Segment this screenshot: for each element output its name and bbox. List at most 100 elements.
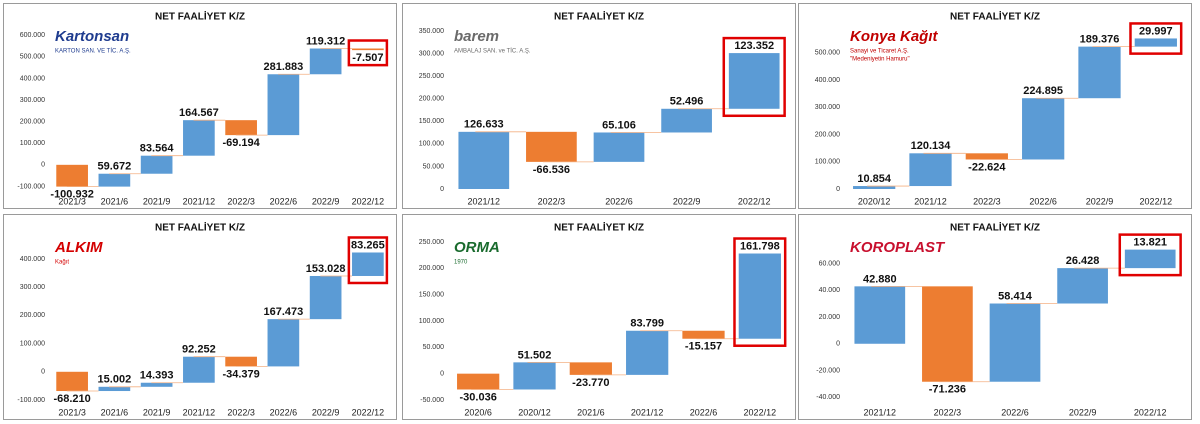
logo-text: ORMA (454, 239, 500, 256)
x-tick-label: 2022/6 (1001, 407, 1029, 417)
value-label: 26.428 (1066, 255, 1100, 267)
bar (309, 275, 342, 320)
x-tick-label: 2022/3 (227, 196, 255, 206)
y-tick-label: 300.000 (815, 104, 840, 111)
bar (225, 120, 257, 136)
y-tick-label: 100.000 (815, 159, 840, 166)
value-label: 52.496 (670, 96, 704, 108)
bar (56, 164, 88, 187)
x-tick-label: 2021/6 (101, 407, 129, 417)
bar (661, 108, 712, 133)
y-tick-label: 200.000 (815, 131, 840, 138)
panel-border (402, 3, 796, 209)
panel-border (3, 214, 397, 420)
y-tick-label: 200.000 (20, 312, 45, 319)
bar (267, 319, 300, 367)
y-tick-label: -100.000 (17, 183, 45, 190)
bar (1078, 46, 1121, 99)
value-label: -15.157 (685, 341, 722, 353)
panel-border (402, 214, 796, 420)
x-tick-label: 2022/6 (605, 196, 633, 206)
x-tick-label: 2021/3 (58, 407, 86, 417)
x-tick-label: 2022/3 (973, 196, 1001, 206)
logo-text: KOROPLAST (850, 239, 946, 256)
x-tick-label: 2020/12 (858, 196, 891, 206)
highlight-box (1129, 22, 1183, 55)
logo-text: "Medeniyetin Hamuru" (850, 57, 910, 63)
x-tick-label: 2022/12 (738, 196, 771, 206)
value-label: 120.134 (911, 140, 952, 152)
chart-panel: NET FAALİYET K/Z Konya Kağıt Sanayi ve Tic… (798, 3, 1192, 209)
chart-title: NET FAALİYET K/Z (554, 221, 644, 234)
chart-title: NET FAALİYET K/Z (155, 10, 245, 23)
value-label: 13.821 (1133, 237, 1167, 249)
x-tick-label: 2022/12 (352, 407, 385, 417)
value-label: 123.352 (734, 40, 774, 52)
logo-text: Sanayi ve Ticaret A.Ş. (850, 49, 909, 55)
y-tick-label: 0 (41, 369, 45, 376)
y-tick-label: 400.000 (20, 256, 45, 263)
logo-text: barem (454, 28, 499, 45)
y-tick-label: 100.000 (419, 318, 444, 325)
x-tick-label: 2021/9 (143, 196, 171, 206)
bar (183, 120, 215, 156)
bar (98, 173, 131, 187)
y-tick-label: -50.000 (420, 397, 444, 404)
x-tick-label: 2021/6 (577, 407, 605, 417)
value-label: -22.624 (968, 161, 1006, 173)
chart-title: NET FAALİYET K/Z (950, 10, 1040, 23)
value-label: 65.106 (602, 119, 636, 131)
value-label: 15.002 (98, 374, 132, 386)
logo-text: KARTON SAN. VE TİC. A.Ş. (55, 48, 131, 55)
y-tick-label: 40.000 (819, 287, 841, 294)
value-label: 83.799 (630, 318, 664, 330)
value-label: 92.252 (182, 344, 216, 356)
highlight-box (1118, 233, 1182, 277)
bar (593, 132, 645, 162)
panel-border (3, 3, 397, 209)
bar (854, 286, 906, 344)
y-tick-label: 200.000 (20, 118, 45, 125)
bar (738, 253, 781, 339)
value-label: 167.473 (263, 306, 303, 318)
x-tick-label: 2022/12 (352, 196, 385, 206)
y-tick-label: 350.000 (419, 28, 444, 35)
highlight-box (722, 36, 786, 118)
value-label: -100.932 (50, 189, 93, 201)
y-tick-label: 0 (440, 186, 444, 193)
x-tick-label: 2022/9 (1086, 196, 1114, 206)
x-tick-label: 2021/12 (631, 407, 664, 417)
x-tick-label: 2021/3 (58, 196, 86, 206)
y-tick-label: -20.000 (816, 367, 840, 374)
x-tick-label: 2022/6 (1029, 196, 1057, 206)
y-tick-label: 200.000 (419, 96, 444, 103)
x-tick-label: 2020/12 (518, 407, 551, 417)
x-tick-label: 2021/9 (143, 407, 171, 417)
y-tick-label: 0 (836, 341, 840, 348)
value-label: -71.236 (929, 384, 966, 396)
value-label: 10.854 (857, 173, 892, 185)
x-tick-label: 2022/6 (690, 407, 718, 417)
value-label: 42.880 (863, 273, 897, 285)
x-tick-label: 2022/6 (270, 407, 298, 417)
y-tick-label: 500.000 (815, 50, 840, 57)
value-label: -66.536 (533, 164, 570, 176)
bar (526, 131, 577, 162)
y-tick-label: 300.000 (20, 97, 45, 104)
bar (1134, 38, 1177, 47)
value-label: 83.265 (351, 239, 385, 251)
logo-text: Kartonsan (55, 28, 129, 45)
y-tick-label: -100.000 (17, 397, 45, 404)
highlight-box (347, 236, 389, 285)
x-tick-label: 2022/3 (227, 407, 255, 417)
bar (513, 362, 556, 390)
y-tick-label: 100.000 (20, 340, 45, 347)
bar (458, 131, 510, 189)
bar (352, 48, 384, 51)
value-label: -34.379 (222, 368, 259, 380)
value-label: 119.312 (306, 35, 345, 47)
bar (140, 382, 173, 387)
x-tick-label: 2022/9 (673, 196, 701, 206)
y-tick-label: -40.000 (816, 394, 840, 401)
